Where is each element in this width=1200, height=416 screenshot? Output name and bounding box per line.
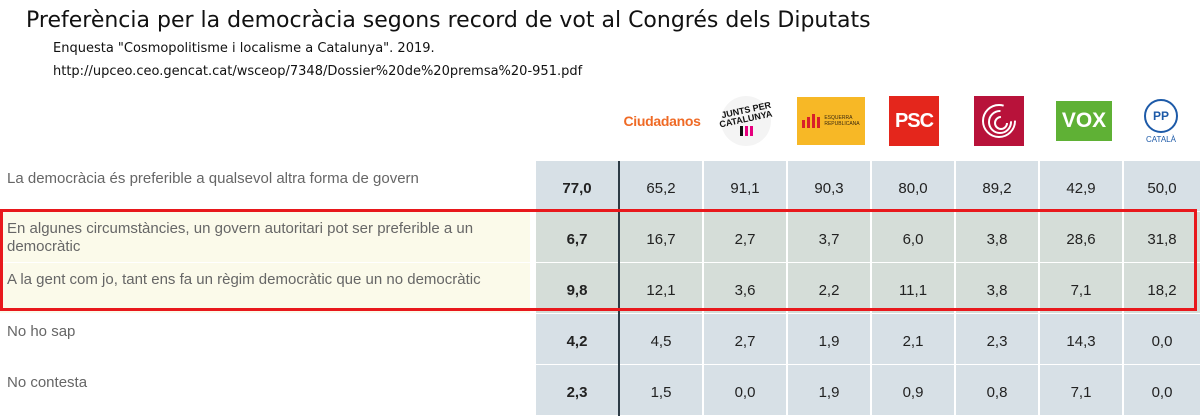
table-row: La democràcia és preferible a qualsevol … <box>0 161 1200 211</box>
value-cell: 0,0 <box>1124 314 1200 364</box>
value-cell: 0,0 <box>1124 365 1200 415</box>
value-cell: 90,3 <box>788 161 870 211</box>
pp-logo: PP CATALÀ <box>1140 94 1182 148</box>
value-cell: 80,0 <box>872 161 954 211</box>
value-cell: 2,7 <box>704 212 786 262</box>
row-label: La democràcia és preferible a qualsevol … <box>7 170 419 187</box>
en-comu-podem-logo <box>972 94 1026 148</box>
value-cell: 1,5 <box>620 365 702 415</box>
value-cell: 14,3 <box>1040 314 1122 364</box>
value-cell: 91,1 <box>704 161 786 211</box>
total-cell: 2,3 <box>536 365 618 415</box>
value-cell: 31,8 <box>1124 212 1200 262</box>
value-cell: 11,1 <box>872 263 954 313</box>
value-cell: 0,9 <box>872 365 954 415</box>
psc-logo-text: PSC <box>894 109 934 132</box>
value-cell: 2,3 <box>956 314 1038 364</box>
value-cell: 42,9 <box>1040 161 1122 211</box>
value-cell: 6,0 <box>872 212 954 262</box>
value-cell: 1,9 <box>788 365 870 415</box>
value-cell: 12,1 <box>620 263 702 313</box>
value-cell: 89,2 <box>956 161 1038 211</box>
vox-logo: VOX <box>1054 94 1114 148</box>
value-cell: 2,7 <box>704 314 786 364</box>
row-label: En algunes circumstàncies, un govern aut… <box>7 220 474 255</box>
table-row: No ho sap 4,2 4,5 2,7 1,9 2,1 2,3 14,3 0,0 <box>0 314 1200 364</box>
table-row: No contesta 2,3 1,5 0,0 1,9 0,9 0,8 7,1 0,0 <box>0 365 1200 415</box>
pp-logo-text: PP <box>1152 108 1169 123</box>
erc-logo-line1: ESQUERRA <box>824 115 853 121</box>
table-row: A la gent com jo, tant ens fa un règim d… <box>0 263 1200 313</box>
erc-logo: ESQUERRA REPUBLICANA <box>796 94 866 148</box>
row-label: A la gent com jo, tant ens fa un règim d… <box>7 271 481 288</box>
row-label: No contesta <box>7 374 88 391</box>
row-highlight-background <box>0 212 530 262</box>
value-cell: 18,2 <box>1124 263 1200 313</box>
source-url: http://upceo.ceo.gencat.cat/wsceop/7348/… <box>53 64 583 79</box>
value-cell: 7,1 <box>1040 263 1122 313</box>
total-cell: 4,2 <box>536 314 618 364</box>
value-cell: 3,6 <box>704 263 786 313</box>
chart-title: Preferència per la democràcia segons rec… <box>26 8 871 33</box>
ciudadanos-logo: Ciudadanos <box>618 94 706 148</box>
vox-logo-text: VOX <box>1061 109 1107 132</box>
value-cell: 2,1 <box>872 314 954 364</box>
total-cell: 77,0 <box>536 161 618 211</box>
total-cell: 9,8 <box>536 263 618 313</box>
psc-logo: PSC <box>888 94 940 148</box>
value-cell: 65,2 <box>620 161 702 211</box>
row-label: No ho sap <box>7 323 76 340</box>
junts-logo: JUNTS PER CATALUNYA <box>718 94 774 148</box>
ciudadanos-logo-text: Ciudadanos <box>623 113 701 129</box>
value-cell: 3,8 <box>956 212 1038 262</box>
value-cell: 28,6 <box>1040 212 1122 262</box>
value-cell: 7,1 <box>1040 365 1122 415</box>
highlight-box <box>0 209 1197 311</box>
chart-subtitle: Enquesta "Cosmopolitisme i localisme a C… <box>53 41 435 56</box>
value-cell: 50,0 <box>1124 161 1200 211</box>
value-cell: 3,7 <box>788 212 870 262</box>
spiral-icon <box>982 104 1016 138</box>
value-cell: 2,2 <box>788 263 870 313</box>
value-cell: 0,0 <box>704 365 786 415</box>
row-highlight-background <box>0 263 530 313</box>
value-cell: 16,7 <box>620 212 702 262</box>
total-cell: 6,7 <box>536 212 618 262</box>
total-divider <box>618 161 620 416</box>
erc-logo-line2: REPUBLICANA <box>824 121 860 127</box>
value-cell: 4,5 <box>620 314 702 364</box>
pp-logo-subtitle: CATALÀ <box>1146 134 1176 144</box>
value-cell: 0,8 <box>956 365 1038 415</box>
value-cell: 1,9 <box>788 314 870 364</box>
value-cell: 3,8 <box>956 263 1038 313</box>
table-row: En algunes circumstàncies, un govern aut… <box>0 212 1200 262</box>
